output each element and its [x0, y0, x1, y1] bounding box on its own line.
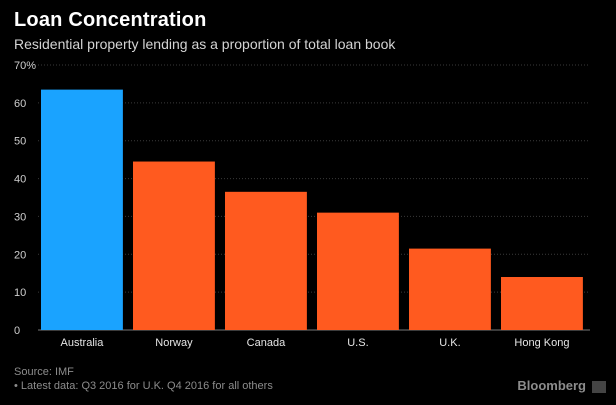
chart-title: Loan Concentration [14, 9, 207, 31]
y-tick-label: 50 [14, 136, 26, 148]
brand-mark-icon [592, 381, 606, 393]
bar [501, 277, 583, 330]
data-note: • Latest data: Q3 2016 for U.K. Q4 2016 … [14, 380, 273, 392]
y-tick-label: 60 [14, 98, 26, 110]
bloomberg-logo: Bloomberg [517, 378, 586, 393]
x-tick-label: U.K. [439, 337, 460, 349]
x-tick-label: Norway [155, 337, 193, 349]
bar [317, 212, 399, 330]
bar [41, 89, 123, 330]
x-tick-label: Hong Kong [514, 337, 569, 349]
chart-subtitle: Residential property lending as a propor… [14, 36, 396, 52]
y-tick-label: 20 [14, 249, 26, 261]
x-tick-label: U.S. [347, 337, 368, 349]
y-tick-label: 70% [14, 60, 36, 72]
x-tick-label: Australia [61, 337, 105, 349]
bar [225, 191, 307, 330]
y-tick-label: 0 [14, 325, 20, 337]
y-tick-label: 30 [14, 211, 26, 223]
y-tick-label: 40 [14, 174, 26, 186]
chart-footer: Source: IMF • Latest data: Q3 2016 for U… [14, 365, 273, 393]
x-tick-label: Canada [247, 337, 286, 349]
source-note: Source: IMF [14, 366, 74, 378]
bar [409, 248, 491, 330]
y-tick-label: 10 [14, 287, 26, 299]
bar [133, 161, 215, 330]
